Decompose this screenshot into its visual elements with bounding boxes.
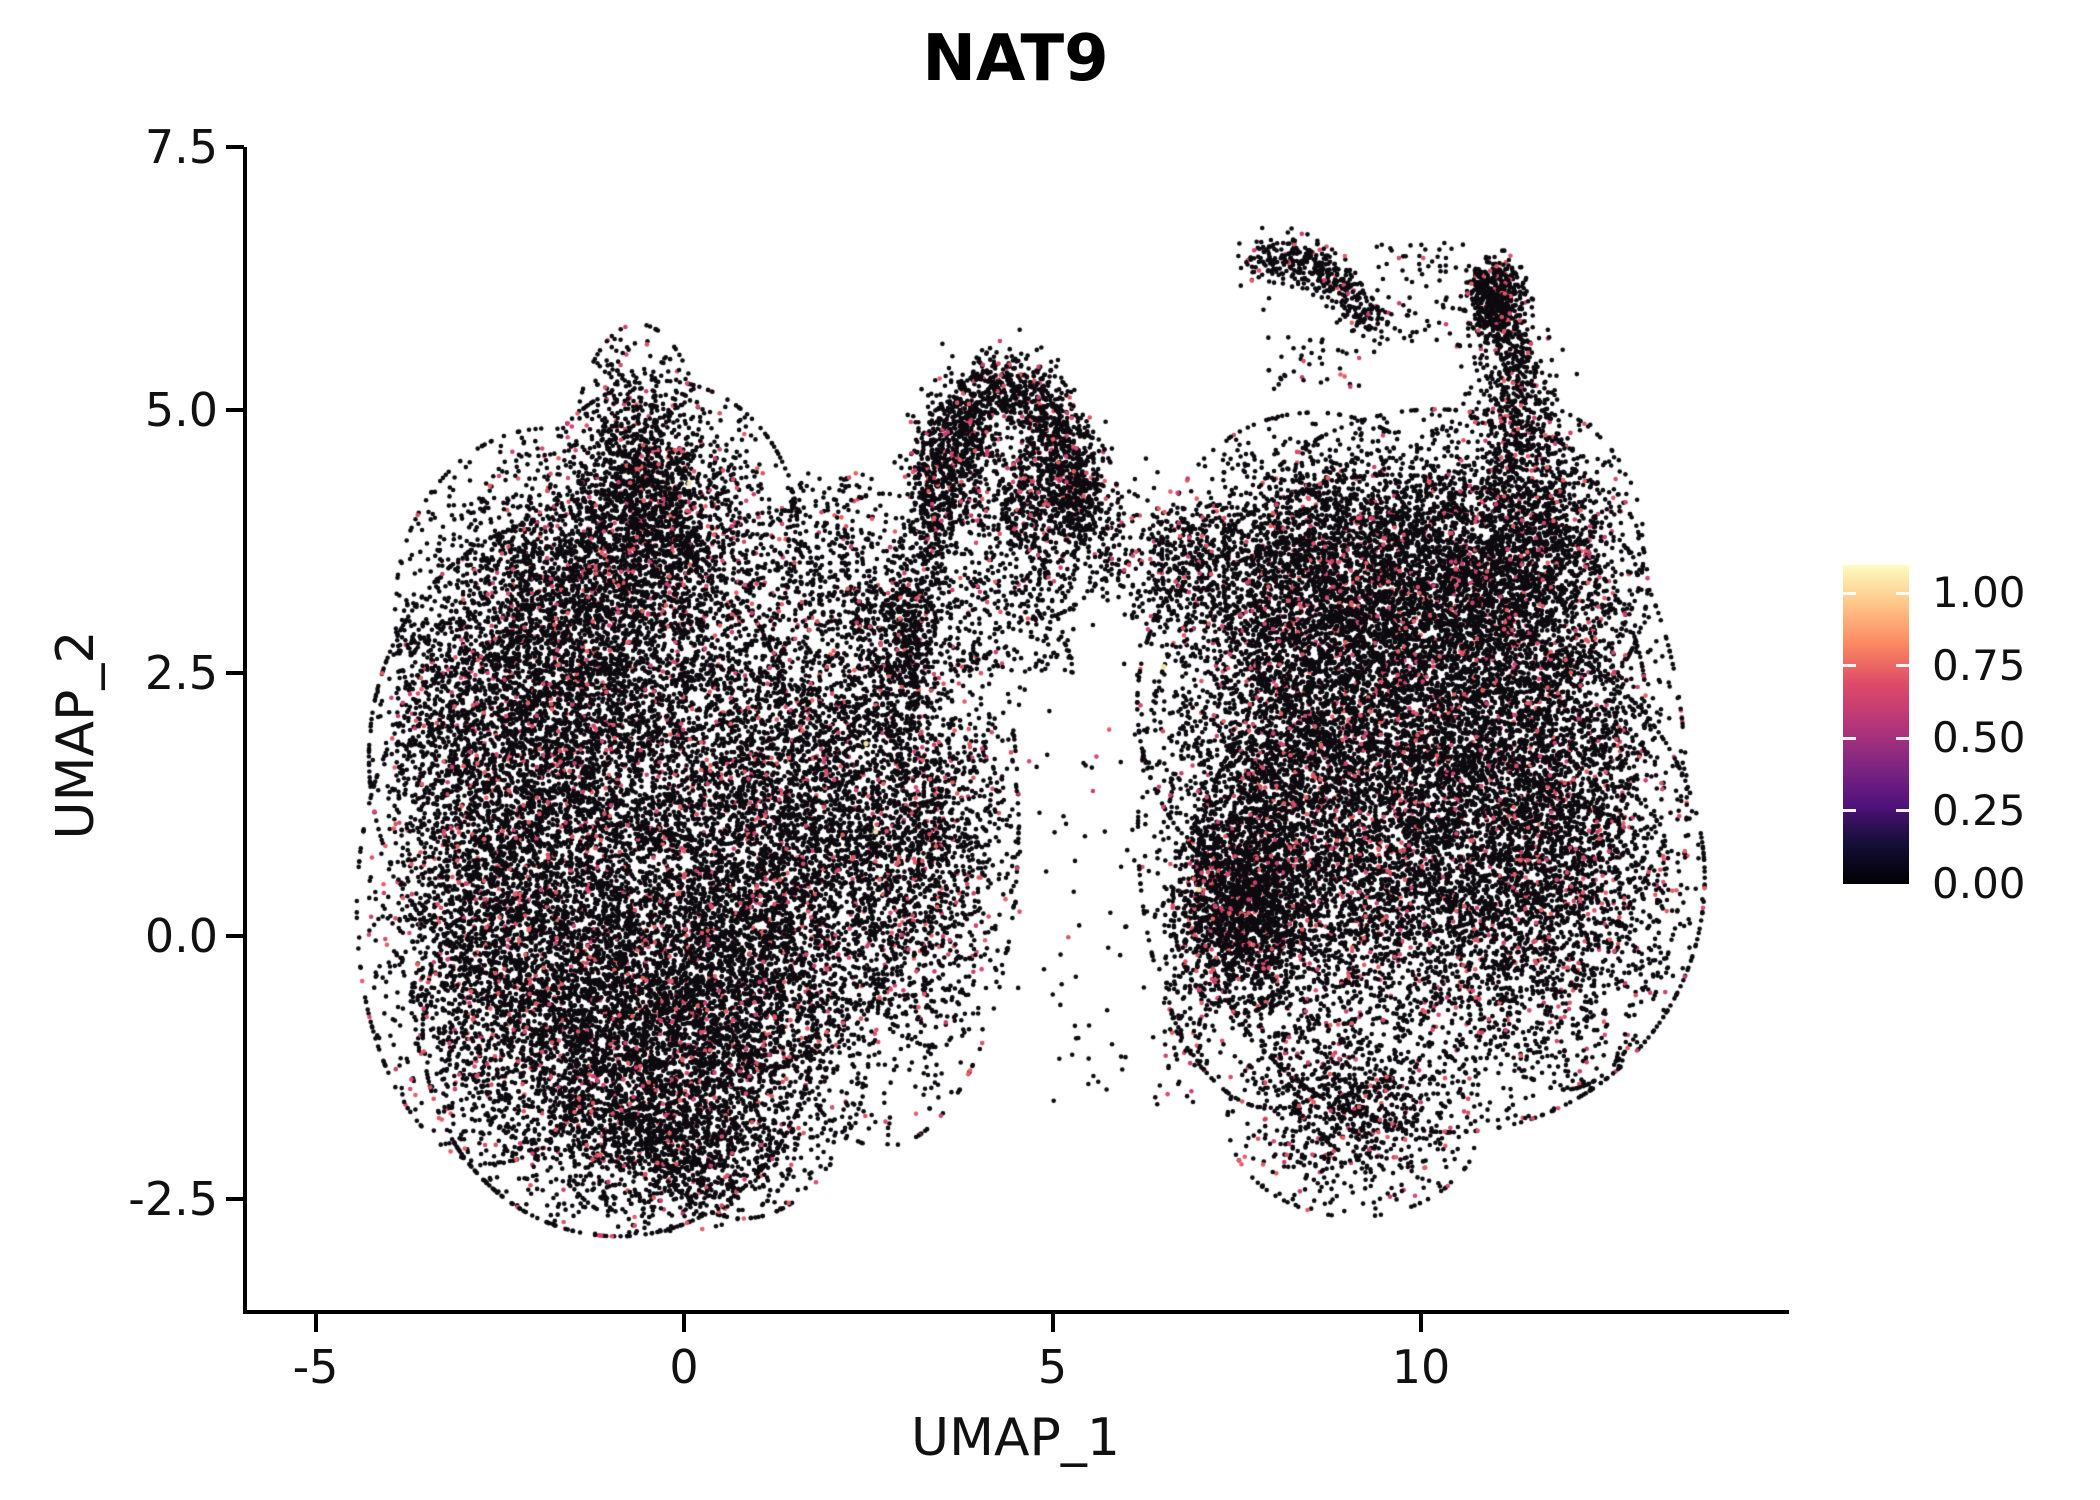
x-tick-label: 0 bbox=[669, 1340, 699, 1394]
y-tick-mark bbox=[226, 934, 244, 938]
y-tick-mark bbox=[226, 1197, 244, 1201]
colorbar-tick-label: 0.00 bbox=[1932, 858, 2026, 908]
x-tick-mark bbox=[682, 1314, 686, 1332]
colorbar-tick-mark bbox=[1843, 809, 1856, 813]
y-tick-label: 5.0 bbox=[144, 383, 218, 437]
y-tick-mark bbox=[226, 671, 244, 675]
x-tick-mark bbox=[1419, 1314, 1423, 1332]
colorbar-tick-mark bbox=[1896, 809, 1909, 813]
y-tick-label: -2.5 bbox=[128, 1172, 218, 1226]
x-tick-mark bbox=[1050, 1314, 1055, 1332]
colorbar-tick-label: 0.50 bbox=[1932, 713, 2026, 763]
colorbar-tick-label: 1.00 bbox=[1932, 568, 2026, 617]
x-tick-label: 10 bbox=[1391, 1340, 1451, 1394]
colorbar-tick-mark bbox=[1896, 736, 1909, 740]
colorbar-tick-mark bbox=[1843, 664, 1856, 668]
x-tick-label: 5 bbox=[1037, 1340, 1068, 1394]
x-axis-line bbox=[243, 1310, 1789, 1314]
plot-title: NAT9 bbox=[922, 22, 1109, 96]
x-axis-title: UMAP_1 bbox=[911, 1408, 1120, 1468]
x-tick-mark bbox=[313, 1314, 318, 1332]
x-tick-label: -5 bbox=[292, 1340, 339, 1394]
y-axis-line bbox=[243, 147, 247, 1314]
colorbar-tick-mark bbox=[1896, 664, 1909, 668]
y-tick-label: 0.0 bbox=[144, 909, 218, 963]
colorbar-tick-mark bbox=[1896, 591, 1909, 595]
colorbar-tick-mark bbox=[1843, 736, 1856, 740]
y-tick-mark bbox=[226, 145, 244, 149]
y-tick-mark bbox=[226, 408, 244, 412]
y-axis-title: UMAP_2 bbox=[46, 630, 106, 840]
y-tick-label: 7.5 bbox=[144, 120, 218, 174]
colorbar-tick-label: 0.75 bbox=[1932, 640, 2026, 690]
colorbar-gradient bbox=[1843, 565, 1909, 884]
colorbar-tick-mark bbox=[1843, 591, 1856, 595]
y-tick-label: 2.5 bbox=[144, 646, 218, 700]
colorbar-tick-label: 0.25 bbox=[1932, 785, 2026, 835]
